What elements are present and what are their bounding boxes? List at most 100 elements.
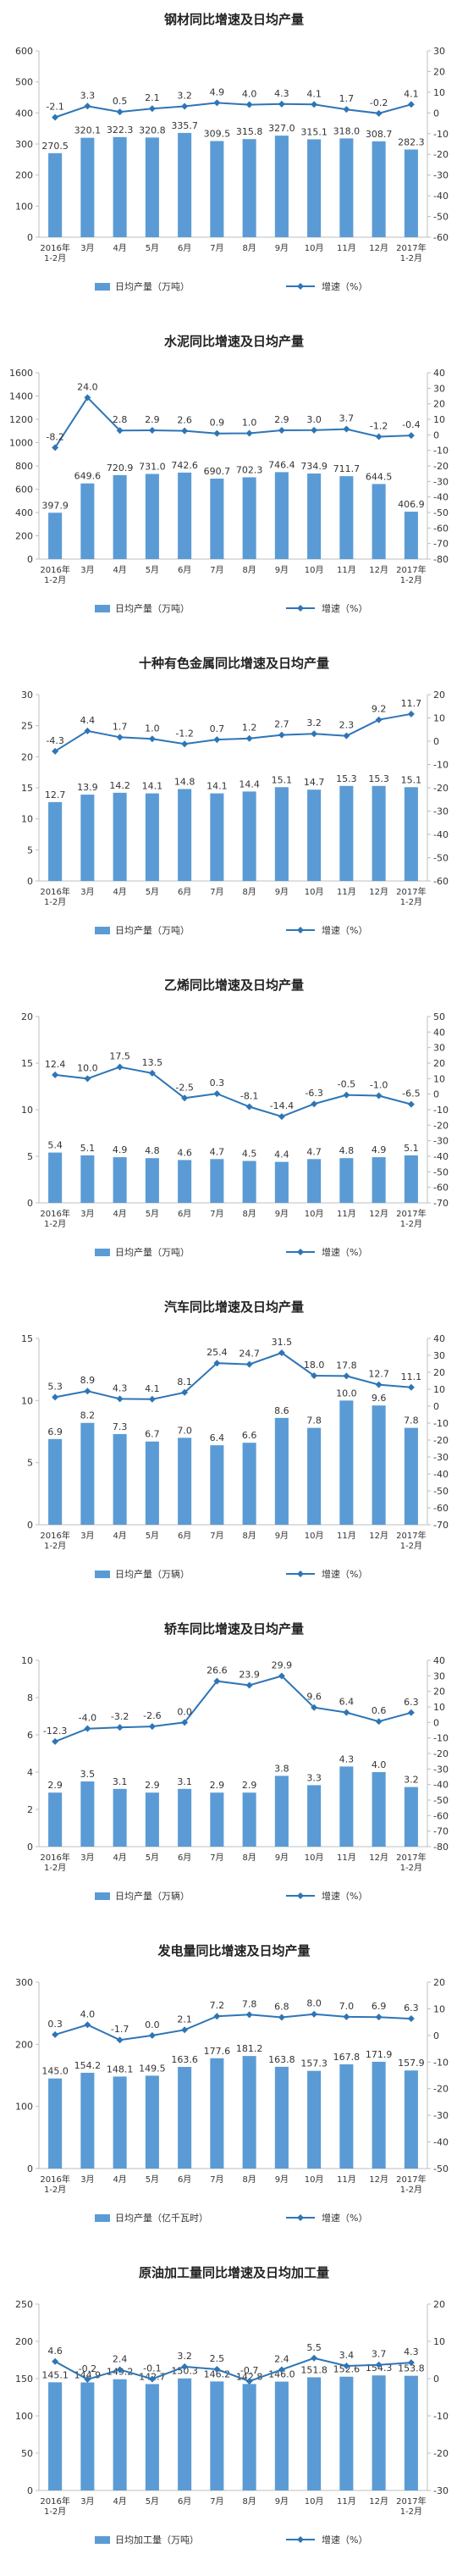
bar: [48, 1152, 63, 1203]
right-tick-label: -80: [433, 1842, 449, 1853]
left-tick-label: 400: [15, 108, 33, 119]
right-tick-label: -50: [433, 507, 449, 518]
right-tick-label: 10: [433, 713, 445, 724]
x-tick-label: 3月: [80, 887, 94, 897]
line-point: [84, 1075, 91, 1083]
bar-value-label: 13.9: [77, 782, 98, 793]
left-tick-label: 150: [15, 2374, 33, 2385]
bar: [274, 1161, 289, 1203]
line-point: [116, 2036, 124, 2044]
line-point: [311, 2354, 318, 2362]
line-point: [52, 1071, 59, 1078]
chart-panel: 轿车同比增速及日均产量 0 2 4 6 8 10 -80 -70 -60 -50 -40 -30 -20 -…: [0, 1609, 468, 1931]
bar-value-label: 5.4: [47, 1140, 63, 1151]
bar: [339, 1400, 354, 1525]
line-value-label: 25.4: [206, 1347, 228, 1358]
right-tick-label: 40: [433, 1333, 445, 1344]
right-tick-label: -60: [433, 1503, 449, 1514]
line-point: [52, 747, 59, 755]
line-point: [52, 1737, 59, 1745]
left-tick-label: 1000: [9, 438, 33, 449]
x-tick-label: 9月: [275, 1531, 289, 1541]
x-tick-label: 6月: [178, 2174, 191, 2185]
growth-line: [54, 102, 412, 119]
line-point: [407, 2359, 415, 2367]
line-value-label: 8.9: [80, 1375, 96, 1386]
line-value-label: 1.7: [339, 93, 355, 104]
bar: [113, 2076, 127, 2169]
right-tick-label: 40: [433, 1027, 445, 1038]
line-value-label: -1.2: [370, 421, 388, 432]
bar-value-label: 6.7: [145, 1429, 160, 1440]
line-point: [213, 429, 221, 437]
bar-value-label: 9.6: [372, 1393, 387, 1404]
x-tick-label: 12月: [369, 1209, 388, 1219]
line-point: [245, 2378, 253, 2385]
right-tick-label: -60: [433, 876, 449, 887]
line-value-label: 4.1: [306, 88, 322, 99]
line-value-label: -12.3: [43, 1726, 67, 1737]
line-point: [278, 1672, 285, 1680]
line-point: [148, 1395, 156, 1403]
bar-value-label: 2.9: [242, 1780, 257, 1791]
x-tick-label: 1-2月: [400, 1863, 422, 1873]
right-tick-label: -30: [433, 2485, 449, 2496]
x-tick-label: 8月: [242, 1531, 256, 1541]
bar: [80, 1781, 95, 1847]
chart-svg: 十种有色金属同比增速及日均产量 0 5 10 15 20 25 30 -60 -50 -40 -30 -…: [21, 656, 449, 936]
bar: [242, 2056, 256, 2169]
x-tick-label: 7月: [210, 2174, 223, 2185]
bar-value-label: 406.9: [398, 499, 425, 510]
bar-value-label: 690.7: [204, 466, 231, 477]
left-tick-label: 500: [15, 77, 33, 88]
line-value-label: -6.3: [305, 1088, 322, 1099]
right-tick-label: 30: [433, 46, 445, 57]
x-tick-label: 12月: [369, 1853, 388, 1863]
bar-value-label: 731.0: [139, 461, 166, 472]
bar: [178, 789, 192, 881]
line-value-label: 23.9: [239, 1670, 260, 1681]
right-tick-label: -20: [433, 2084, 449, 2095]
line-value-label: 0.9: [210, 418, 225, 429]
left-tick-label: 250: [15, 2299, 33, 2310]
line-point: [407, 1383, 415, 1391]
x-tick-label: 11月: [337, 887, 356, 897]
line-value-label: 24.0: [77, 381, 98, 392]
legend-line-marker: [297, 927, 304, 933]
x-tick-label: 8月: [242, 2174, 256, 2185]
right-tick-label: -50: [433, 1166, 449, 1177]
bar: [372, 2375, 386, 2490]
bar: [339, 785, 354, 881]
bar-value-label: 4.6: [177, 1147, 192, 1158]
line-value-label: 0.6: [372, 1705, 387, 1716]
line-value-label: 2.1: [177, 2014, 192, 2025]
legend-bar-swatch: [95, 2536, 110, 2544]
growth-line: [54, 2357, 411, 2383]
line-point: [213, 1360, 221, 1367]
line-value-label: 0.3: [210, 1077, 225, 1089]
line-value-label: 17.8: [336, 1360, 357, 1371]
x-tick-label: 3月: [80, 1853, 94, 1863]
right-tick-label: 0: [433, 2374, 439, 2385]
line-value-label: 1.0: [145, 723, 160, 734]
line-point: [407, 710, 415, 717]
left-tick-label: 0: [27, 2163, 33, 2174]
x-tick-label: 3月: [80, 1531, 94, 1541]
x-tick-label: 11月: [337, 243, 356, 253]
x-tick-label: 6月: [178, 1209, 191, 1219]
growth-line: [54, 396, 411, 448]
right-tick-label: 10: [433, 2003, 445, 2014]
bar-value-label: 4.5: [242, 1149, 257, 1160]
line-point: [213, 1090, 221, 1098]
bar: [372, 785, 386, 881]
right-tick-label: 10: [433, 1073, 445, 1084]
right-tick-label: 10: [433, 1384, 445, 1395]
x-tick-label: 2017年: [396, 1852, 426, 1863]
x-tick-label: 7月: [210, 1531, 223, 1541]
line-point: [148, 735, 156, 743]
legend-bar-label: 日均产量（万吨）: [115, 602, 190, 614]
growth-line: [54, 1351, 411, 1400]
bar: [145, 1441, 159, 1525]
x-tick-label: 1-2月: [400, 897, 422, 907]
line-value-label: 0.0: [145, 2019, 160, 2030]
